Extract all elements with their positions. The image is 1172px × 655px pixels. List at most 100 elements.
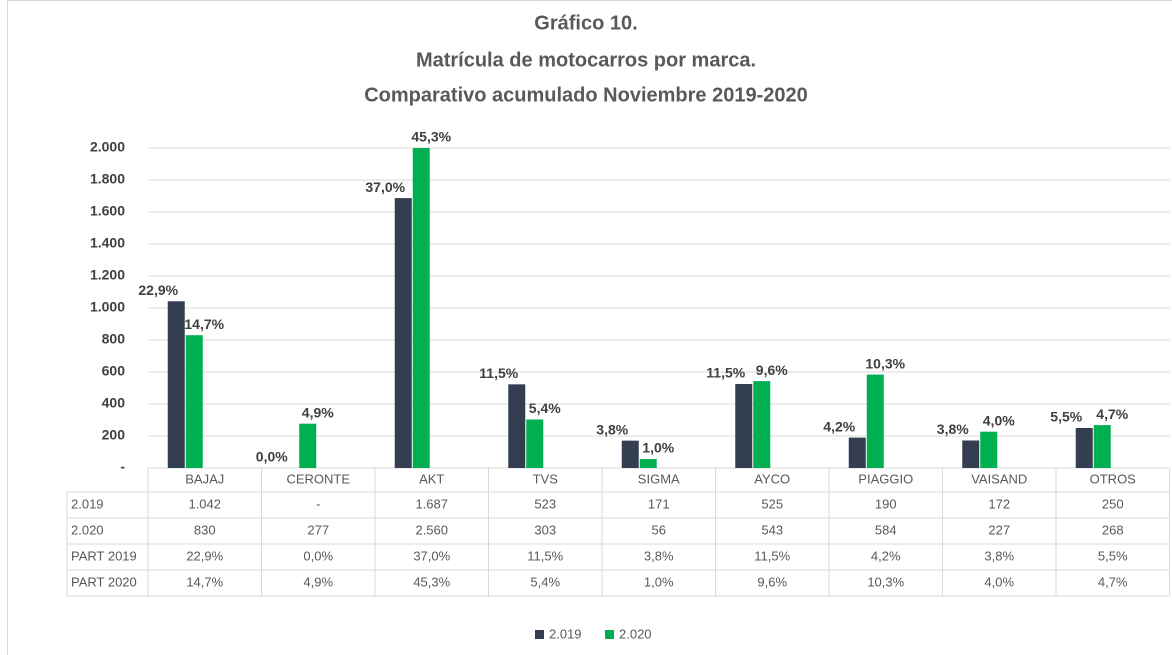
table-cell: 4,0% [984, 574, 1014, 589]
table-cell: 5,4% [530, 574, 560, 589]
x-tick-label: SIGMA [638, 471, 680, 486]
bar [980, 431, 998, 468]
bar [508, 384, 526, 468]
table-cell: 303 [534, 522, 556, 537]
data-label: 37,0% [365, 179, 405, 195]
x-tick-label: BAJAJ [185, 471, 224, 486]
chart-title: Gráfico 10. [534, 12, 637, 34]
table-cell: 190 [875, 496, 897, 511]
table-cell: 0,0% [303, 548, 333, 563]
bar [848, 437, 866, 468]
legend-label: 2.020 [619, 626, 652, 641]
row-header: 2.019 [71, 496, 104, 511]
legend-swatch [535, 630, 544, 639]
bar [167, 301, 185, 468]
bar [735, 384, 753, 468]
y-tick-label: 400 [102, 395, 126, 411]
table-cell: 14,7% [186, 574, 223, 589]
y-tick-label: 1.800 [90, 171, 125, 187]
table-cell: - [316, 496, 320, 511]
table-cell: 268 [1102, 522, 1124, 537]
table-cell: 830 [194, 522, 216, 537]
row-header: 2.020 [71, 522, 104, 537]
table-cell: 1.687 [415, 496, 448, 511]
chart-title: Matrícula de motocarros por marca. [416, 49, 756, 71]
legend-swatch [605, 630, 614, 639]
table-cell: 172 [988, 496, 1010, 511]
bar [412, 148, 430, 468]
table-cell: 1.042 [188, 496, 221, 511]
bar [1075, 428, 1093, 468]
plot [167, 148, 1111, 468]
table-cell: 5,5% [1098, 548, 1128, 563]
data-label: 1,0% [642, 440, 674, 456]
bar [866, 374, 884, 468]
chart-border [7, 0, 1172, 655]
y-tick-label: 600 [102, 363, 126, 379]
y-tick-label: 800 [102, 331, 126, 347]
table-cell: 3,8% [984, 548, 1014, 563]
data-label: 4,2% [823, 418, 855, 434]
x-tick-label: CERONTE [286, 471, 350, 486]
table-cell: 11,5% [754, 548, 790, 563]
data-label: 22,9% [138, 282, 178, 298]
table-cell: 56 [652, 522, 666, 537]
table-cell: 9,6% [757, 574, 787, 589]
table-cell: 227 [988, 522, 1010, 537]
table-cell: 584 [875, 522, 897, 537]
chart-title: Comparativo acumulado Noviembre 2019-202… [364, 84, 808, 106]
table-cell: 4,9% [303, 574, 333, 589]
x-tick-label: PIAGGIO [858, 471, 913, 486]
y-tick-label: 200 [102, 427, 126, 443]
legend-label: 2.019 [549, 626, 582, 641]
data-label: 3,8% [937, 421, 969, 437]
table-cell: 45,3% [413, 574, 450, 589]
x-tick-label: VAISAND [971, 471, 1027, 486]
table-cell: 543 [761, 522, 783, 537]
table-cell: 37,0% [413, 548, 450, 563]
table-cell: 11,5% [527, 548, 563, 563]
data-label: 4,0% [983, 412, 1015, 428]
bar [962, 440, 980, 468]
data-label: 45,3% [411, 129, 451, 145]
data-label: 11,5% [706, 365, 745, 381]
table-cell: 523 [534, 496, 556, 511]
bar [526, 419, 544, 468]
data-label: 5,5% [1050, 409, 1082, 425]
x-tick-label: AYCO [754, 471, 790, 486]
table-cell: 525 [761, 496, 783, 511]
bar [185, 335, 203, 468]
table-cell: 250 [1102, 496, 1124, 511]
table-cell: 4,2% [871, 548, 901, 563]
bar [394, 198, 412, 468]
table-cell: 22,9% [186, 548, 223, 563]
y-tick-label: 1.000 [90, 299, 125, 315]
y-tick-label: - [120, 459, 125, 475]
y-tick-label: 1.400 [90, 235, 125, 251]
bar [753, 381, 771, 468]
table-cell: 3,8% [644, 548, 674, 563]
y-tick-label: 1.200 [90, 267, 125, 283]
bar [299, 423, 317, 468]
table-cell: 10,3% [867, 574, 904, 589]
x-tick-label: AKT [419, 471, 444, 486]
data-label: 4,9% [302, 404, 334, 420]
x-tick-label: TVS [533, 471, 559, 486]
y-tick-label: 1.600 [90, 203, 125, 219]
row-header: PART 2020 [71, 574, 137, 589]
x-tick-label: OTROS [1090, 471, 1137, 486]
data-label: 4,7% [1096, 406, 1128, 422]
table-cell: 1,0% [644, 574, 674, 589]
bar [639, 459, 657, 468]
data-label: 5,4% [529, 400, 561, 416]
bar [1093, 425, 1111, 468]
data-label: 14,7% [184, 316, 224, 332]
data-label: 10,3% [865, 355, 905, 371]
data-label: 11,5% [479, 365, 518, 381]
data-label: 0,0% [256, 449, 288, 465]
table-cell: 2.560 [415, 522, 448, 537]
table-cell: 4,7% [1098, 574, 1128, 589]
table-cell: 277 [307, 522, 329, 537]
bar [621, 440, 639, 468]
